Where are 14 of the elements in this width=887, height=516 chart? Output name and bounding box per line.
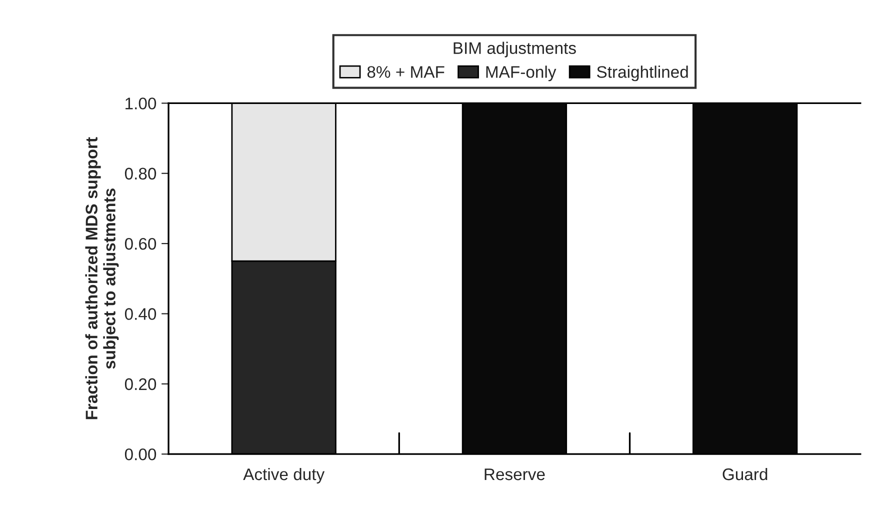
y-tick-label: 0.60 [124, 238, 156, 250]
y-axis-title: Fraction of authorized MDS support subject to adjustments [85, 137, 119, 420]
legend-label: Straightlined [597, 66, 688, 82]
legend-title: BIM adjustments [454, 42, 576, 58]
y-tick-label: 0.40 [124, 308, 156, 320]
x-tick-label: Reserve [484, 468, 545, 480]
legend-label: MAF-only [486, 66, 556, 82]
x-tick-label: Active duty [243, 468, 325, 484]
legend-label: 8% + MAF [367, 66, 444, 78]
y-tick-label: 0.80 [124, 168, 156, 180]
y-tick-label: 0.20 [124, 378, 156, 390]
x-tick-label: Guard [722, 468, 768, 480]
y-tick-label: 1.00 [126, 98, 156, 110]
y-tick-label: 0.00 [124, 448, 156, 460]
